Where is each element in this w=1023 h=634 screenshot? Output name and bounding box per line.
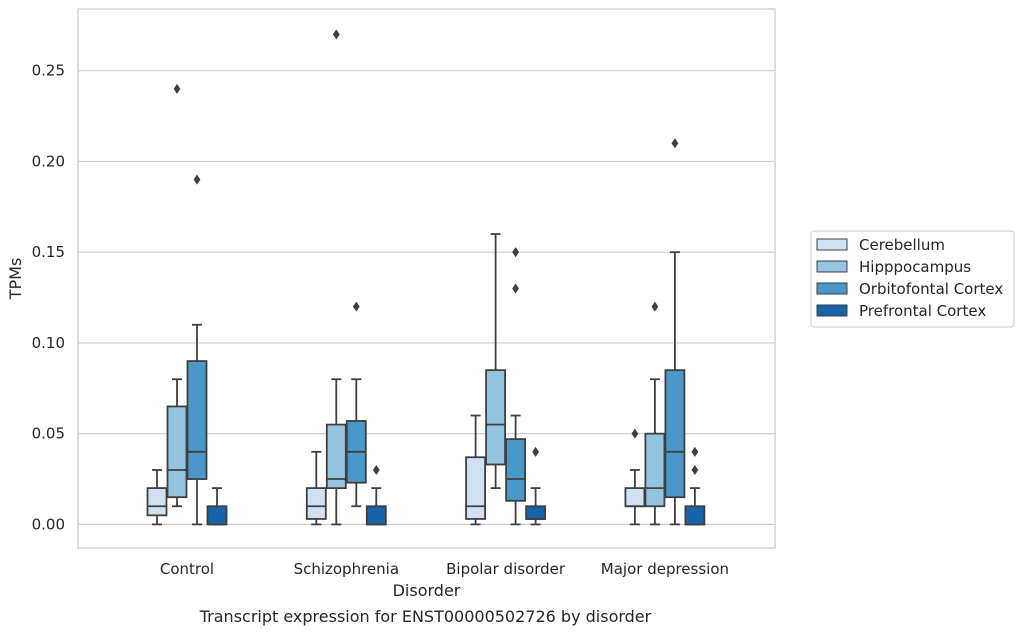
legend-item: Hipppocampus: [816, 258, 971, 276]
x-tick-label: Schizophrenia: [294, 560, 399, 578]
legend-label: Prefrontal Cortex: [859, 302, 986, 320]
legend-label: Orbitofontal Cortex: [859, 280, 1003, 298]
outlier-point: [532, 446, 539, 457]
legend-swatch: [816, 282, 848, 295]
y-axis-label: TPMs: [6, 258, 25, 301]
outlier-point: [193, 174, 201, 185]
box-iqr: [465, 456, 487, 520]
outlier-point: [352, 301, 360, 312]
x-tick-label: Control: [160, 560, 214, 578]
legend-frame: [810, 230, 1015, 328]
y-tick-label: 0.20: [32, 152, 65, 170]
y-tick-label: 0.05: [32, 425, 65, 443]
box-orbitofontal-cortex: [186, 174, 208, 526]
outlier-point: [631, 428, 639, 439]
outlier-point: [651, 301, 659, 312]
plot-frame: [77, 8, 776, 549]
outlier-point: [691, 464, 699, 475]
box-cerebellum: [465, 414, 487, 526]
x-tick-label: Major depression: [601, 560, 729, 578]
box-cerebellum: [146, 469, 168, 526]
box-iqr: [206, 505, 228, 526]
legend-swatch: [816, 260, 848, 273]
box-iqr: [365, 505, 387, 526]
box-iqr: [624, 487, 646, 508]
box-iqr: [325, 423, 347, 490]
box-cerebellum: [624, 428, 646, 526]
box-orbitofontal-cortex: [345, 301, 367, 508]
box-iqr: [186, 360, 208, 480]
box-hipppocampus: [485, 233, 507, 490]
x-tick-label: Bipolar disorder: [446, 560, 566, 578]
box-iqr: [664, 369, 686, 499]
y-tick-label: 0.10: [32, 334, 65, 352]
box-hipppocampus: [644, 301, 666, 526]
box-iqr: [485, 369, 507, 466]
legend-item: Cerebellum: [816, 236, 945, 254]
chart-caption: Transcript expression for ENST0000050272…: [199, 607, 652, 626]
legend-swatch: [816, 304, 848, 317]
x-axis-ticks: Control Schizophrenia Bipolar disorder Majo…: [160, 560, 729, 578]
outlier-point: [512, 247, 519, 258]
box-iqr: [684, 505, 706, 526]
outlier-point: [512, 283, 519, 294]
outlier-point: [173, 83, 181, 94]
box-hipppocampus: [325, 29, 347, 526]
box-prefrontal-cortex: [365, 464, 387, 526]
box-prefrontal-cortex: [684, 446, 706, 526]
box-hipppocampus: [166, 83, 188, 508]
box-iqr: [146, 487, 168, 517]
box-cerebellum: [305, 450, 327, 526]
box-prefrontal-cortex: [206, 487, 228, 526]
box-iqr: [644, 432, 666, 508]
y-tick-label: 0.25: [32, 62, 65, 80]
y-tick-label: 0.15: [32, 243, 65, 261]
boxes: [146, 29, 706, 526]
box-iqr: [505, 438, 527, 502]
legend-swatch: [816, 238, 848, 251]
y-tick-label: 0.00: [32, 515, 65, 533]
box-orbitofontal-cortex: [664, 138, 686, 526]
y-axis-ticks: 0.00 0.05 0.10 0.15 0.20 0.25: [32, 62, 65, 534]
outlier-point: [332, 29, 340, 40]
outlier-point: [372, 464, 380, 475]
outlier-point: [671, 138, 679, 149]
legend-item: Orbitofontal Cortex: [816, 280, 1003, 298]
box-orbitofontal-cortex: [505, 247, 527, 526]
x-axis-label: Disorder: [393, 581, 461, 600]
legend-label: Hipppocampus: [859, 258, 971, 276]
box-iqr: [305, 487, 327, 520]
legend-item: Prefrontal Cortex: [816, 302, 986, 320]
box-prefrontal-cortex: [525, 446, 546, 526]
box-iqr: [525, 505, 546, 520]
legend-label: Cerebellum: [859, 236, 945, 254]
box-iqr: [166, 405, 188, 499]
outlier-point: [691, 446, 699, 457]
legend: Cerebellum Hipppocampus Orbitofontal Corte…: [810, 230, 1015, 328]
